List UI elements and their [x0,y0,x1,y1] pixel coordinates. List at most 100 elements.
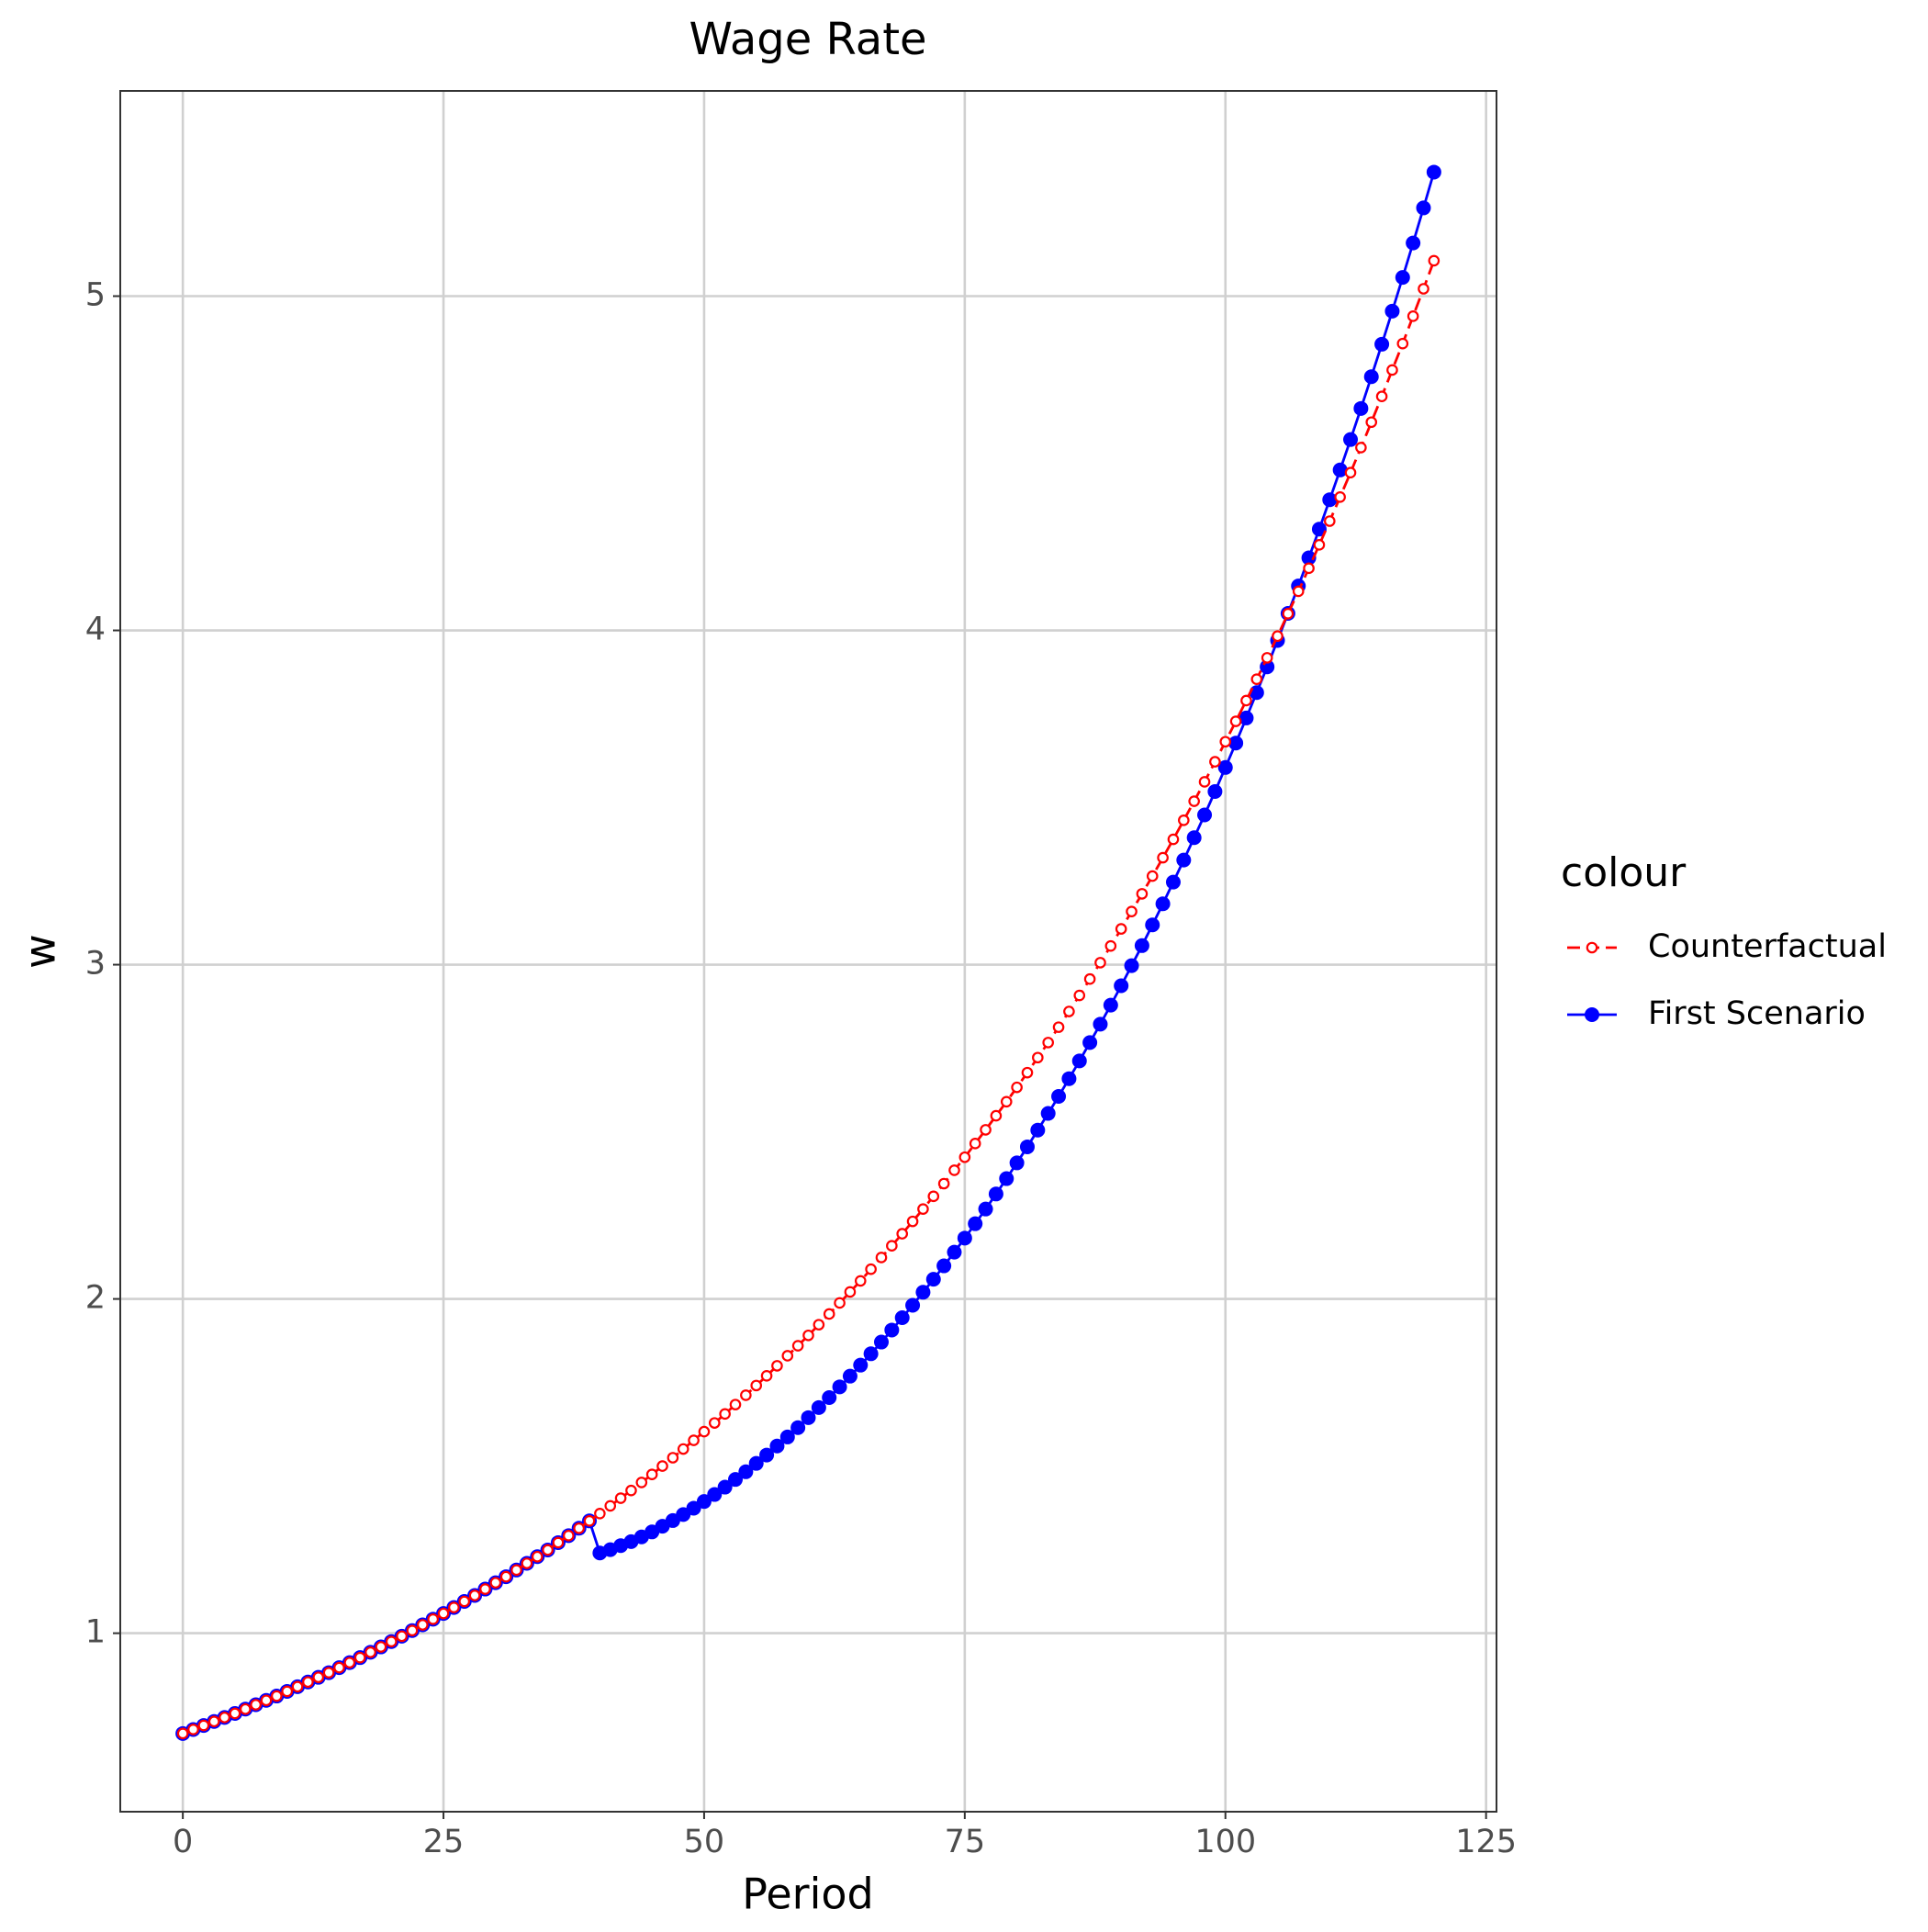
data-point [686,1500,701,1516]
data-point [1083,972,1096,985]
data-point [813,1319,825,1331]
data-point [863,1346,879,1362]
data-point [698,1425,711,1438]
data-point [748,1455,764,1471]
data-point [1311,522,1327,537]
data-point [1061,1071,1077,1086]
data-point [990,1109,1003,1122]
data-point [1363,369,1379,385]
data-point [583,1514,596,1527]
data-point [1332,462,1348,477]
data-point [573,1522,585,1534]
data-point [1303,562,1315,575]
data-point [364,1646,376,1658]
data-point [791,1340,804,1352]
data-point [1261,652,1273,664]
legend-key-marker [1586,941,1598,954]
x-tick-label: 50 [684,1824,725,1860]
data-point [1343,432,1359,447]
data-point [1155,896,1171,912]
data-point [1178,814,1190,826]
chart-title: Wage Rate [689,14,926,65]
data-point [801,1410,816,1425]
data-point [281,1685,293,1698]
data-point [1009,1155,1025,1171]
data-point [886,1240,898,1252]
data-point [823,1308,835,1320]
data-point [187,1724,199,1735]
x-tick-label: 75 [945,1824,986,1860]
data-point [1188,795,1200,807]
data-point [1094,957,1106,969]
data-point [322,1667,335,1679]
x-tick-label: 125 [1455,1824,1517,1860]
data-point [219,1712,230,1724]
data-point [1115,923,1127,935]
data-point [1197,807,1213,823]
data-point [1374,336,1390,352]
data-point [937,1177,950,1190]
data-point [250,1699,262,1711]
data-point [677,1443,689,1455]
data-point [790,1420,806,1435]
data-point [468,1589,481,1601]
x-tick-label: 100 [1194,1824,1256,1860]
data-point [1030,1122,1046,1138]
data-point [656,1460,668,1472]
data-point [1051,1088,1067,1104]
data-point [760,1370,773,1382]
legend-label: Counterfactual [1648,928,1887,965]
data-point [207,1715,220,1728]
data-point [729,1398,742,1410]
panel-border [119,90,1497,1813]
data-point [1019,1139,1035,1154]
data-point [1000,1095,1013,1108]
data-point [896,1228,909,1240]
data-point [884,1322,900,1338]
data-point [521,1557,533,1569]
data-point [802,1329,814,1342]
data-point [854,1275,867,1287]
data-point [771,1360,783,1372]
data-point [542,1544,554,1556]
data-point [645,1468,658,1480]
data-point [1217,759,1233,775]
data-point [1229,715,1242,727]
x-axis-title: Period [742,1870,873,1919]
data-point [1324,515,1336,527]
data-point [1042,1037,1054,1049]
data-point [1313,539,1326,551]
data-point [302,1676,314,1689]
data-point [759,1447,775,1463]
data-point [947,1244,962,1260]
data-point [1365,416,1378,429]
y-tick-label: 5 [85,277,106,314]
data-point [312,1671,325,1683]
y-axis-title: w [16,934,65,969]
data-point [1124,958,1139,973]
data-point [717,1479,733,1495]
data-point [769,1438,785,1454]
y-tick-label: 4 [85,612,106,648]
data-point [968,1216,983,1231]
data-point [406,1624,419,1636]
data-point [1386,364,1398,376]
data-point [1406,235,1421,251]
data-point [333,1661,345,1674]
data-point [353,1651,366,1664]
data-point [1426,164,1441,180]
data-point [915,1285,931,1300]
data-point [969,1138,981,1150]
data-point [1240,694,1252,707]
data-point [1082,1035,1098,1050]
data-point [1344,466,1357,479]
data-point [1165,874,1181,890]
data-point [291,1680,304,1693]
data-point [781,1350,794,1362]
data-point [1250,673,1263,685]
data-point [688,1434,700,1446]
data-point [1021,1066,1034,1079]
data-point [343,1657,356,1668]
data-point [905,1297,921,1313]
data-point [834,1297,846,1309]
